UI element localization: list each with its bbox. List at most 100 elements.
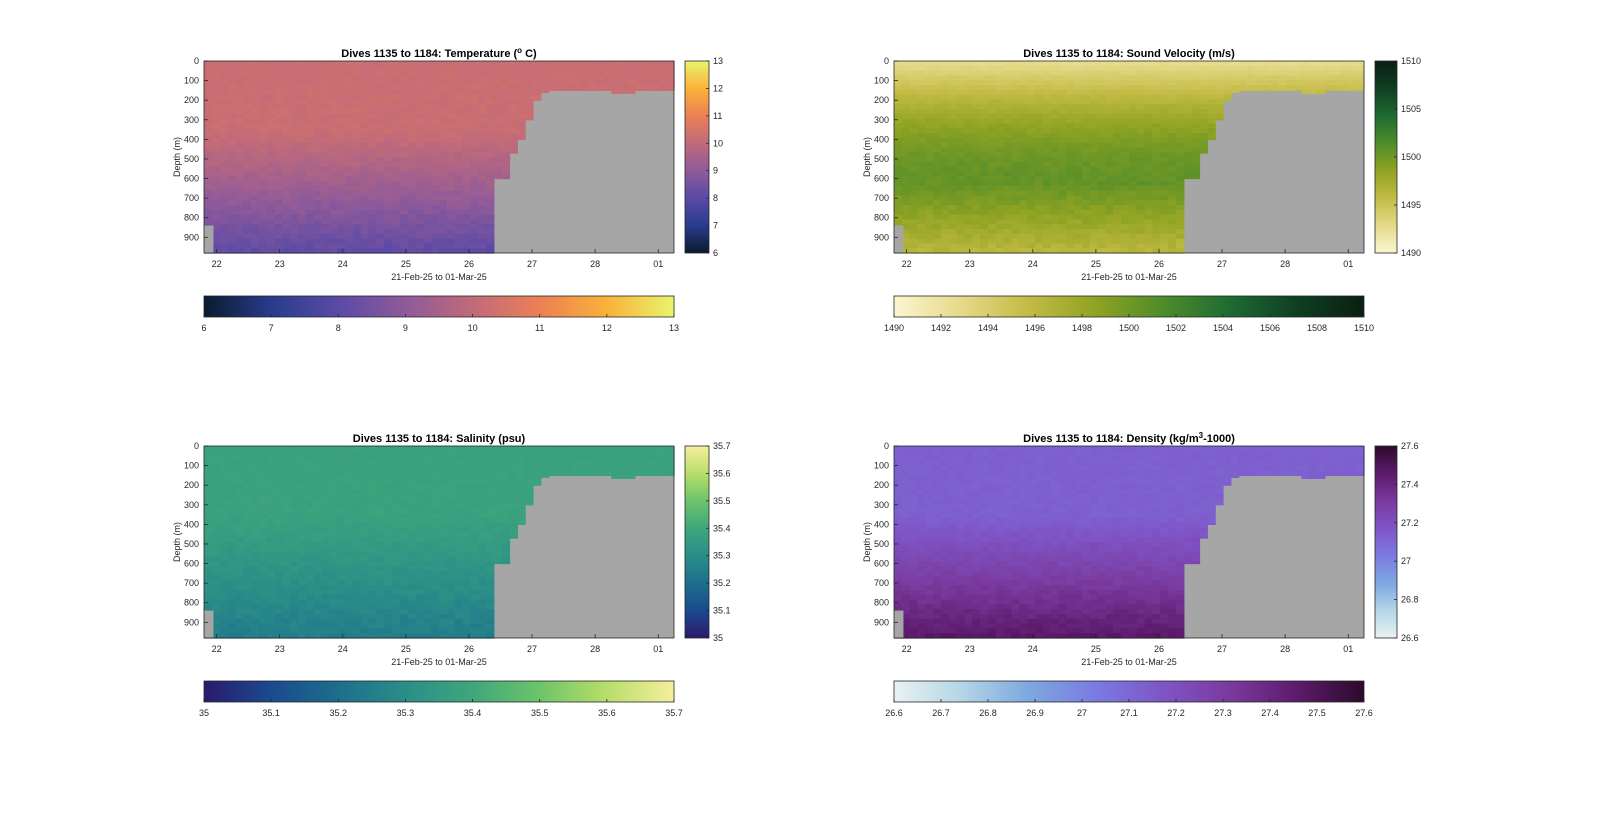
temperature-heatmap-cell [274,104,283,110]
temperature-heatmap-cell [478,205,487,211]
sound-velocity-heatmap-cell [909,176,919,182]
temperature-heatmap-cell [235,219,244,225]
sound-velocity-heatmap-cell [1144,94,1154,100]
salinity-heatmap-cell [305,604,315,610]
sound-velocity-heatmap-cell [1160,166,1169,172]
temperature-heatmap-cell [462,133,471,139]
temperature-heatmap-cell [501,61,511,67]
sound-velocity-heatmap-cell [1293,65,1302,72]
salinity-heatmap-cell [329,551,338,557]
sound-velocity-heatmap-cell [933,133,942,139]
temperature-heatmap-cell [258,185,268,192]
salinity-heatmap-cell [243,513,252,519]
sound-velocity-heatmap-cell [988,190,997,196]
temperature-heatmap-cell [446,171,456,177]
sound-velocity-heatmap-cell [1332,70,1342,76]
salinity-heatmap-cell [337,542,346,548]
sound-velocity-heatmap-cell [925,133,934,139]
salinity-heatmap-cell [423,561,432,567]
salinity-heatmap-cell [298,498,307,505]
temperature-heatmap-cell [501,109,511,115]
salinity-heatmap-cell [446,532,456,538]
temperature-heatmap-cell [266,157,276,163]
salinity-heatmap-cell [423,446,432,452]
sound-velocity-heatmap-cell [925,238,934,244]
temperature-heatmap-cell [392,104,401,110]
sound-velocity-heatmap-cell [980,70,989,76]
sound-velocity-heatmap-cell [972,171,981,177]
temperature-heatmap-cell [266,161,276,168]
salinity-heatmap-cell [470,561,479,567]
salinity-heatmap-cell [352,614,362,620]
temperature-heatmap-cell [321,214,330,220]
temperature-heatmap-cell [431,166,440,172]
temperature-heatmap-cell [368,166,377,172]
sound-velocity-heatmap-cell [941,181,950,187]
salinity-heatmap-cell [392,580,401,586]
sound-velocity-heatmap-cell [1042,89,1052,96]
temperature-heatmap-cell [666,80,675,86]
sound-velocity-heatmap-cell [1066,248,1075,254]
sound-velocity-heatmap-cell [909,185,919,192]
sound-velocity-heatmap-cell [1332,89,1342,91]
salinity-heatmap-cell [258,494,268,500]
sound-velocity-heatmap-cell [1160,214,1169,220]
sound-velocity-heatmap-cell [980,99,989,105]
salinity-heatmap-cell [446,551,456,557]
salinity-heatmap-cell [219,590,229,596]
salinity-heatmap-cell [423,508,432,514]
salinity-heatmap-cell [423,522,432,529]
temperature-heatmap-cell [298,166,307,172]
sound-velocity-heatmap-cell [988,224,997,230]
sound-velocity-heatmap-cell [956,142,966,148]
temperature-heatmap-cell [360,166,370,172]
sound-velocity-heatmap-cell [1027,152,1036,158]
temperature-heatmap-cell [462,89,471,96]
temperature-heatmap-cell [266,219,276,225]
salinity-heatmap-cell [470,609,479,615]
temperature-heatmap-cell [392,89,401,96]
sound-velocity-heatmap-cell [1066,94,1075,100]
sound-velocity-heatmap-cell [1191,89,1201,96]
sound-velocity-heatmap-cell [1035,104,1044,110]
sound-velocity-heatmap-cell [972,157,981,163]
temperature-heatmap-cell [392,185,401,192]
salinity-heatmap-cell [329,623,338,629]
sound-velocity-heatmap-cell [972,61,981,67]
salinity-heatmap-cell [439,561,448,567]
salinity-heatmap-cell [282,446,291,452]
salinity-heatmap-cell [266,527,276,533]
salinity-heatmap-cell [478,542,487,548]
sound-velocity-heatmap-cell [1270,61,1279,67]
salinity-heatmap-cell [258,489,268,495]
temperature-heatmap-cell [345,104,354,110]
salinity-heatmap-cell [227,580,236,586]
sound-velocity-heatmap-cell [1042,190,1052,196]
sound-velocity-heatmap-cell [894,200,903,206]
temperature-heatmap-cell [204,109,213,115]
sound-velocity-heatmap-cell [1074,214,1083,220]
salinity-heatmap-cell [415,532,424,538]
temperature-heatmap-cell [360,200,370,206]
salinity-heatmap-cell [368,614,377,620]
temperature-heatmap-cell [392,80,401,86]
temperature-heatmap-cell [290,152,299,158]
salinity-heatmap-cell [352,532,362,538]
temperature-heatmap-cell [204,181,213,187]
salinity-heatmap-cell [454,604,464,610]
sound-velocity-heatmap-cell [1089,209,1099,216]
salinity-heatmap-cell [337,561,346,567]
temperature-heatmap-cell [345,61,354,67]
sound-velocity-heatmap-cell [1176,85,1185,91]
salinity-heatmap-cell [329,609,338,615]
sound-velocity-heatmap-cell [894,80,903,86]
salinity-heatmap-cell [329,575,338,581]
sound-velocity-heatmap-cell [980,80,989,86]
sound-velocity-heatmap-cell [1105,85,1114,91]
sound-velocity-heatmap-cell [925,104,934,110]
temperature-heatmap-cell [392,229,401,235]
sound-velocity-heatmap-cell [1144,109,1154,115]
sound-velocity-heatmap-cell [995,118,1005,124]
sound-velocity-heatmap-cell [1105,238,1114,244]
temperature-heatmap-cell [321,161,330,168]
